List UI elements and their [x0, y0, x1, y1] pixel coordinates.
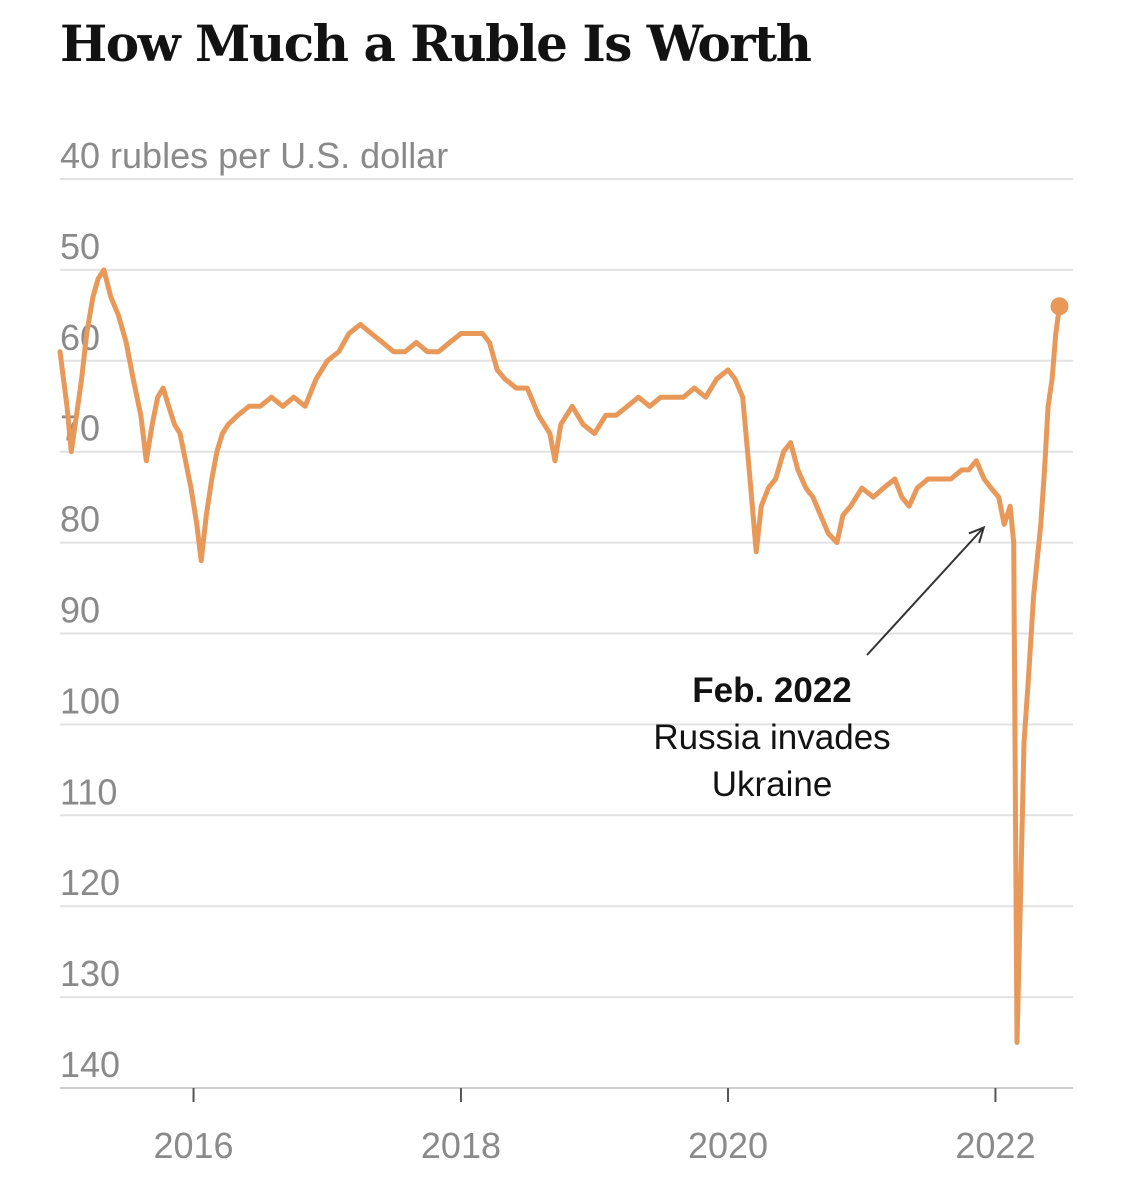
chart-title: How Much a Ruble Is Worth — [60, 14, 812, 73]
series-line — [57, 267, 1069, 1045]
annotation-title: Feb. 2022 — [692, 671, 852, 710]
x-tick-label: 2018 — [421, 1125, 501, 1166]
x-tick-label: 2022 — [955, 1125, 1035, 1166]
y-tick-label: 100 — [60, 680, 120, 721]
x-tick-label: 2016 — [153, 1125, 233, 1166]
annotation-arrowhead — [968, 525, 986, 544]
gridlines — [60, 178, 1073, 1089]
x-tick-label: 2020 — [688, 1125, 768, 1166]
y-tick-label: 50 — [60, 226, 100, 267]
y-tick-label: 40 rubles per U.S. dollar — [60, 135, 448, 176]
ruble-exchange-rate-line — [57, 267, 1062, 1045]
end-point-marker — [1050, 297, 1069, 316]
y-axis-labels: 40 rubles per U.S. dollar506070809010011… — [60, 135, 448, 1085]
annotation-line-1: Russia invades — [653, 718, 890, 757]
y-tick-label: 130 — [60, 953, 120, 994]
y-tick-label: 140 — [60, 1044, 120, 1085]
y-tick-label: 110 — [60, 771, 117, 812]
y-tick-label: 90 — [60, 590, 100, 631]
y-tick-label: 120 — [60, 862, 120, 903]
annotation-line-2: Ukraine — [712, 765, 833, 804]
y-tick-label: 80 — [60, 499, 100, 540]
y-tick-label: 60 — [60, 317, 100, 358]
x-axis: 2016 2018 2020 2022 — [153, 1088, 1035, 1166]
annotation: Feb. 2022 Russia invades Ukraine — [653, 525, 986, 804]
annotation-arrow — [866, 526, 985, 656]
